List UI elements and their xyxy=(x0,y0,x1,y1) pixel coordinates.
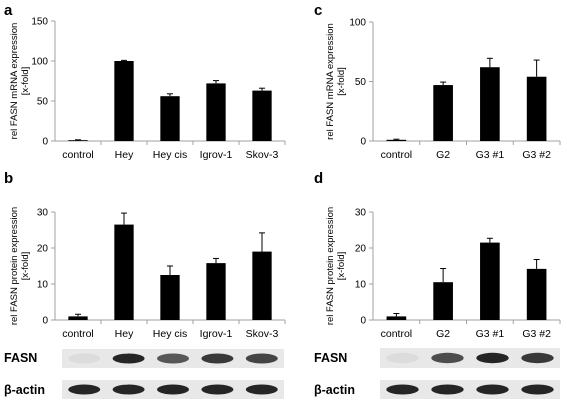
bar xyxy=(206,83,226,141)
blot-band xyxy=(112,384,145,395)
western-blot: FASN β-actin xyxy=(4,349,284,399)
y-axis-title: rel FASN protein expression xyxy=(325,207,336,325)
y-tick-label: 0 xyxy=(360,316,366,327)
blot-band xyxy=(245,384,278,395)
bar xyxy=(433,85,453,141)
y-axis-unit: [x-fold] xyxy=(336,67,347,96)
bar xyxy=(386,139,407,141)
blot-row-label: FASN xyxy=(314,351,347,365)
y-axis-unit: [x-fold] xyxy=(20,252,31,281)
bar xyxy=(68,316,88,320)
blot-row-label: β-actin xyxy=(4,383,45,397)
x-tick-label: control xyxy=(381,328,413,340)
bar xyxy=(114,61,134,141)
western-blot: FASN β-actin xyxy=(314,348,560,399)
x-tick-label: Skov-3 xyxy=(246,328,279,340)
x-tick-label: control xyxy=(62,328,94,340)
y-tick-label: 20 xyxy=(37,244,49,255)
x-tick-label: G3 #1 xyxy=(476,149,505,161)
bar xyxy=(160,275,180,320)
blot-strip xyxy=(380,380,560,399)
bar xyxy=(526,76,547,141)
blot-band xyxy=(245,353,278,364)
x-tick-label: Hey xyxy=(115,328,134,340)
x-tick-label: G3 #2 xyxy=(522,328,551,340)
y-tick-label: 0 xyxy=(360,137,366,148)
blot-row-label: FASN xyxy=(4,351,37,365)
x-tick-label: G3 #2 xyxy=(522,149,551,161)
blot-band xyxy=(68,353,101,364)
panel-a: a rel FASN mRNA expression [x-fold] 0 50 100 1… xyxy=(4,2,286,161)
panel-letter: b xyxy=(4,170,13,187)
blot-band xyxy=(68,384,101,395)
x-tick-label: G2 xyxy=(436,149,450,161)
panel-letter: a xyxy=(4,2,13,19)
y-axis-title: rel FASN mRNA expression xyxy=(9,23,20,140)
y-tick-label: 20 xyxy=(355,244,367,255)
x-tick-label: Igrov-1 xyxy=(200,149,233,161)
blot-strip xyxy=(380,348,560,368)
y-tick-label: 0 xyxy=(42,316,48,327)
y-tick-label: 10 xyxy=(355,280,367,291)
y-tick-label: 0 xyxy=(42,137,48,148)
bar xyxy=(252,251,272,320)
blot-band xyxy=(476,384,509,395)
y-tick-label: 10 xyxy=(37,280,49,291)
blot-band xyxy=(157,384,189,395)
panel-d: d rel FASN protein expression [x-fold] 0 10 2… xyxy=(314,170,561,399)
y-tick-label: 150 xyxy=(31,17,48,28)
bar xyxy=(480,67,500,141)
bar xyxy=(386,316,407,320)
blot-band xyxy=(201,353,234,364)
x-tick-label: control xyxy=(381,149,413,161)
y-tick-label: 50 xyxy=(355,77,367,88)
bar xyxy=(526,268,547,320)
panel-letter: c xyxy=(314,2,322,19)
blot-band xyxy=(431,384,464,395)
y-tick-label: 30 xyxy=(37,208,49,219)
blot-band xyxy=(157,353,189,364)
bar xyxy=(114,224,134,320)
panel-b: b rel FASN protein expression [x-fold] 0 10 2… xyxy=(4,170,286,399)
y-tick-label: 30 xyxy=(355,208,367,219)
blot-band xyxy=(521,352,554,364)
y-tick-label: 100 xyxy=(349,18,366,29)
blot-band xyxy=(386,352,419,364)
x-tick-label: Igrov-1 xyxy=(200,328,233,340)
bar xyxy=(206,263,226,320)
blot-band xyxy=(521,384,554,395)
x-tick-label: Hey cis xyxy=(153,328,187,340)
panel-letter: d xyxy=(314,170,323,187)
x-tick-label: G2 xyxy=(436,328,450,340)
x-tick-label: Hey cis xyxy=(153,149,187,161)
y-axis-title: rel FASN mRNA expression xyxy=(325,23,336,140)
x-tick-label: G3 #1 xyxy=(476,328,505,340)
bar xyxy=(160,96,180,141)
bar xyxy=(480,242,500,320)
bar xyxy=(68,140,88,141)
y-axis-unit: [x-fold] xyxy=(20,67,31,96)
y-axis-unit: [x-fold] xyxy=(336,252,347,281)
blot-row-label: β-actin xyxy=(314,383,355,397)
x-tick-label: Skov-3 xyxy=(246,149,279,161)
blot-band xyxy=(431,352,464,364)
x-tick-label: Hey xyxy=(115,149,134,161)
bar xyxy=(433,282,453,320)
y-tick-label: 50 xyxy=(37,97,49,108)
blot-band xyxy=(386,384,419,395)
bar xyxy=(252,90,272,141)
blot-band xyxy=(112,353,145,364)
blot-band xyxy=(476,352,509,364)
y-tick-label: 100 xyxy=(31,57,48,68)
blot-band xyxy=(201,384,234,395)
y-axis-title: rel FASN protein expression xyxy=(9,207,20,325)
x-tick-label: control xyxy=(62,149,94,161)
